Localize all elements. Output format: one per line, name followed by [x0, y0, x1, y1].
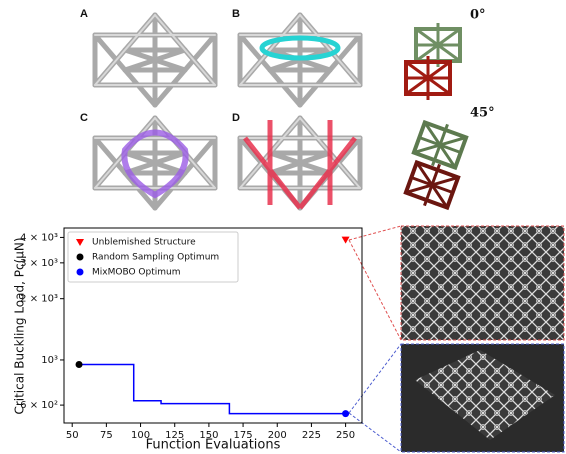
y-tick-label: 3 × 10³ — [20, 258, 58, 269]
x-tick-label: 175 — [234, 430, 253, 441]
y-tick-label: 2 × 10³ — [20, 294, 58, 305]
sem-images — [348, 225, 565, 453]
legend-label: MixMOBO Optimum — [92, 268, 180, 278]
legend-marker — [76, 239, 84, 246]
lattice-renders — [95, 15, 471, 216]
panel-label: D — [232, 112, 240, 124]
panel-label: B — [232, 8, 240, 20]
legend-label: Random Sampling Optimum — [92, 253, 219, 263]
y-tick-label: 4 × 10³ — [20, 232, 58, 243]
panel-label: C — [80, 112, 88, 124]
legend-marker — [76, 253, 84, 261]
legend-label: Unblemished Structure — [92, 238, 196, 248]
angle-label: 0° — [470, 8, 486, 23]
angle-label: 45° — [470, 106, 495, 121]
x-tick-label: 75 — [100, 430, 113, 441]
x-tick-label: 100 — [131, 430, 150, 441]
x-tick-label: 125 — [165, 430, 184, 441]
plot-frame — [63, 227, 363, 424]
x-tick-label: 50 — [66, 430, 79, 441]
legend-box — [67, 231, 239, 283]
y-axis-label: Critical Buckling Load, Pc(μN) — [13, 237, 27, 414]
step-line — [79, 363, 346, 415]
marker — [341, 236, 350, 244]
legend-marker — [76, 268, 84, 276]
x-tick-label: 200 — [268, 430, 287, 441]
x-tick-label: 225 — [302, 430, 321, 441]
x-tick-label: 250 — [336, 430, 355, 441]
x-tick-label: 150 — [199, 430, 218, 441]
marker — [342, 410, 350, 418]
marker — [75, 360, 83, 368]
y-tick-label: 10³ — [41, 355, 58, 366]
y-tick-label: 6 × 10² — [20, 400, 58, 411]
x-axis-label: Function Evaluations — [146, 438, 281, 453]
panel-label: A — [80, 8, 88, 20]
